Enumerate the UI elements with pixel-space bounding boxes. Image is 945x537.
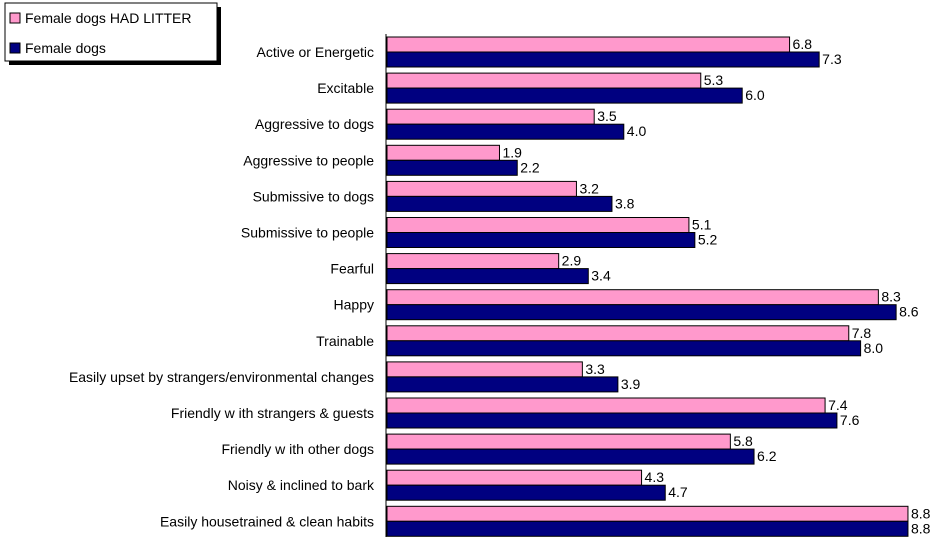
bar-female-dogs-friendly-w-ith-other-dogs (386, 448, 755, 465)
value-label-female-dogs-had-litter-submissive-to-people: 5.1 (692, 217, 712, 233)
value-label-female-dogs-fearful: 3.4 (591, 268, 611, 284)
legend-swatch-had-litter (9, 12, 21, 24)
legend: Female dogs HAD LITTER Female dogs (4, 2, 221, 65)
bar-female-dogs-had-litter-submissive-to-people (386, 217, 690, 233)
value-label-female-dogs-had-litter-aggressive-to-dogs: 3.5 (597, 108, 617, 124)
value-label-female-dogs-submissive-to-dogs: 3.8 (615, 195, 635, 211)
bar-female-dogs-fearful (386, 268, 589, 285)
value-label-female-dogs-easily-housetrained-clean-habits: 8.8 (911, 520, 931, 536)
bar-female-dogs-submissive-to-people (386, 232, 696, 248)
bar-female-dogs-aggressive-to-people (386, 159, 518, 176)
bar-female-dogs-noisy-inclined-to-bark (386, 484, 666, 501)
value-label-female-dogs-excitable: 6.0 (745, 87, 765, 103)
bar-female-dogs-had-litter-fearful (386, 253, 560, 270)
category-label-easily-upset-by-strangers-environmental-changes: Easily upset by strangers/environmental … (69, 369, 374, 385)
bar-female-dogs-easily-upset-by-strangers-environmental-changes (386, 376, 619, 393)
category-label-friendly-w-ith-strangers-guests: Friendly w ith strangers & guests (171, 405, 374, 421)
category-label-aggressive-to-dogs: Aggressive to dogs (255, 116, 374, 132)
value-label-female-dogs-happy: 8.6 (899, 304, 919, 320)
bar-female-dogs-had-litter-noisy-inclined-to-bark (386, 469, 643, 486)
value-label-female-dogs-had-litter-trainable: 7.8 (852, 325, 872, 341)
value-label-female-dogs-had-litter-submissive-to-dogs: 3.2 (579, 180, 599, 196)
value-label-female-dogs-had-litter-active-or-energetic: 6.8 (793, 36, 813, 52)
bar-female-dogs-had-litter-easily-housetrained-clean-habits (386, 505, 909, 522)
category-label-happy: Happy (334, 297, 374, 313)
bar-female-dogs-friendly-w-ith-strangers-guests (386, 412, 838, 429)
bar-female-dogs-had-litter-excitable (386, 72, 702, 89)
category-label-fearful: Fearful (330, 261, 374, 277)
value-label-female-dogs-noisy-inclined-to-bark: 4.7 (668, 484, 688, 500)
value-label-female-dogs-submissive-to-people: 5.2 (698, 232, 718, 248)
bar-female-dogs-had-litter-active-or-energetic (386, 36, 791, 53)
category-label-active-or-energetic: Active or Energetic (257, 44, 375, 60)
legend-label-had-litter: Female dogs HAD LITTER (25, 10, 192, 26)
value-label-female-dogs-active-or-energetic: 7.3 (822, 51, 842, 67)
bar-female-dogs-easily-housetrained-clean-habits (386, 520, 909, 537)
bar-female-dogs-happy (386, 304, 897, 321)
category-label-friendly-w-ith-other-dogs: Friendly w ith other dogs (221, 441, 374, 457)
value-label-female-dogs-aggressive-to-people: 2.2 (520, 159, 540, 175)
value-label-female-dogs-friendly-w-ith-strangers-guests: 7.6 (840, 412, 860, 428)
bar-female-dogs-excitable (386, 87, 743, 104)
bar-female-dogs-had-litter-friendly-w-ith-other-dogs (386, 433, 731, 450)
bar-female-dogs-had-litter-aggressive-to-dogs (386, 108, 595, 125)
value-label-female-dogs-friendly-w-ith-other-dogs: 6.2 (757, 448, 777, 464)
value-label-female-dogs-had-litter-friendly-w-ith-other-dogs: 5.8 (733, 433, 753, 449)
category-label-easily-housetrained-clean-habits: Easily housetrained & clean habits (160, 513, 374, 529)
legend-label-female-dogs: Female dogs (25, 40, 106, 56)
bar-female-dogs-active-or-energetic (386, 51, 820, 68)
plot-area: Active or Energetic 6.8 7.3 Excitable 5.3 6.0… (69, 36, 931, 537)
value-label-female-dogs-had-litter-easily-upset-by-strangers-environmental-changes: 3.3 (585, 361, 605, 377)
value-label-female-dogs-had-litter-fearful: 2.9 (562, 253, 582, 269)
category-label-excitable: Excitable (317, 80, 374, 96)
bar-female-dogs-had-litter-happy (386, 289, 879, 306)
value-label-female-dogs-had-litter-easily-housetrained-clean-habits: 8.8 (911, 505, 931, 521)
bar-female-dogs-aggressive-to-dogs (386, 123, 625, 140)
bar-female-dogs-had-litter-easily-upset-by-strangers-environmental-changes (386, 361, 583, 378)
value-label-female-dogs-had-litter-excitable: 5.3 (704, 72, 724, 88)
value-label-female-dogs-trainable: 8.0 (864, 340, 884, 356)
bar-female-dogs-had-litter-friendly-w-ith-strangers-guests (386, 397, 826, 414)
category-label-submissive-to-dogs: Submissive to dogs (253, 188, 374, 204)
value-label-female-dogs-had-litter-friendly-w-ith-strangers-guests: 7.4 (828, 397, 848, 413)
value-label-female-dogs-easily-upset-by-strangers-environmental-changes: 3.9 (621, 376, 641, 392)
category-label-trainable: Trainable (316, 333, 374, 349)
value-label-female-dogs-had-litter-aggressive-to-people: 1.9 (502, 144, 522, 160)
bar-female-dogs-trainable (386, 340, 862, 357)
category-label-noisy-inclined-to-bark: Noisy & inclined to bark (228, 477, 375, 493)
legend-swatch-female-dogs (9, 42, 21, 54)
bar-female-dogs-had-litter-submissive-to-dogs (386, 180, 577, 197)
bar-female-dogs-submissive-to-dogs (386, 195, 613, 212)
category-label-submissive-to-people: Submissive to people (241, 225, 374, 241)
category-label-aggressive-to-people: Aggressive to people (243, 152, 374, 168)
bar-female-dogs-had-litter-trainable (386, 325, 850, 342)
legend-box (4, 2, 218, 62)
bar-female-dogs-had-litter-aggressive-to-people (386, 144, 500, 161)
value-label-female-dogs-had-litter-noisy-inclined-to-bark: 4.3 (645, 469, 665, 485)
value-label-female-dogs-had-litter-happy: 8.3 (881, 289, 901, 305)
value-label-female-dogs-aggressive-to-dogs: 4.0 (627, 123, 647, 139)
